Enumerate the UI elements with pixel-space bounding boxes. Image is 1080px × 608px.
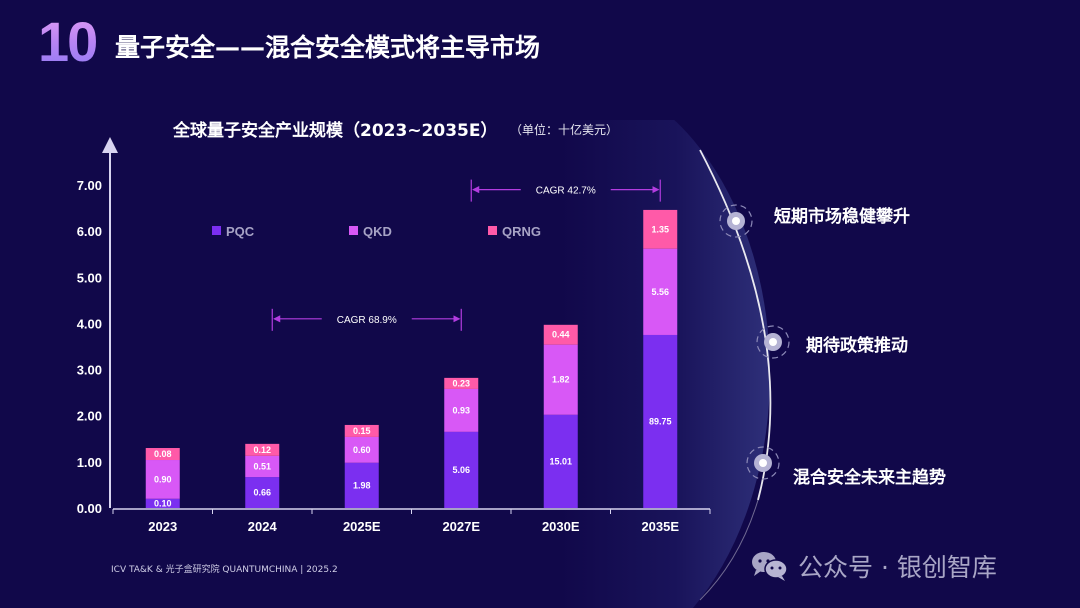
bar-segment-qkd bbox=[145, 460, 180, 499]
bar-segment-qrng bbox=[643, 209, 678, 249]
bar-segment-qkd bbox=[643, 248, 678, 335]
legend-label: PQC bbox=[226, 224, 255, 239]
timeline-node-ring bbox=[719, 204, 753, 238]
y-tick-label: 2.00 bbox=[77, 409, 102, 424]
bar-segment-pqc bbox=[444, 431, 479, 508]
legend-label: QRNG bbox=[502, 224, 541, 239]
bar-segment-qkd bbox=[344, 436, 379, 463]
bar-segment-pqc bbox=[145, 498, 180, 508]
y-tick-label: 4.00 bbox=[77, 316, 102, 331]
timeline-node-core bbox=[732, 217, 740, 225]
data-label: 5.56 bbox=[651, 287, 669, 297]
wechat-icon bbox=[752, 552, 788, 581]
data-label: 5.06 bbox=[452, 465, 470, 475]
data-label: 0.66 bbox=[253, 488, 271, 498]
timeline-node-ring bbox=[756, 325, 790, 359]
data-label: 1.98 bbox=[353, 480, 371, 490]
data-label: 0.44 bbox=[552, 330, 570, 340]
data-label: 0.15 bbox=[353, 426, 371, 436]
data-label: 0.10 bbox=[154, 498, 172, 508]
slide-number: 10 bbox=[38, 8, 98, 76]
data-label: 89.75 bbox=[649, 416, 672, 426]
data-label: 15.01 bbox=[549, 456, 572, 466]
data-label: 0.93 bbox=[452, 405, 470, 415]
bar-segment-pqc bbox=[245, 477, 280, 508]
y-tick-label: 1.00 bbox=[77, 455, 102, 470]
bar-segment-pqc bbox=[344, 462, 379, 508]
x-tick-label: 2025E bbox=[343, 519, 381, 534]
legend-swatch-qrng bbox=[488, 226, 497, 235]
timeline-node-core bbox=[769, 338, 777, 346]
x-tick-label: 2024 bbox=[248, 519, 278, 534]
watermark-text: 公众号 · 银创智库 bbox=[798, 553, 997, 582]
timeline-node-ring bbox=[746, 446, 780, 480]
bar-segment-qrng bbox=[444, 377, 479, 389]
data-label: 0.60 bbox=[353, 445, 371, 455]
x-tick-label: 2035E bbox=[641, 519, 679, 534]
point-1: 短期市场稳健攀升 bbox=[774, 207, 910, 227]
point-2: 期待政策推动 bbox=[806, 336, 908, 356]
x-tick-label: 2023 bbox=[148, 519, 177, 534]
y-tick-label: 0.00 bbox=[77, 501, 102, 516]
x-tick-label: 2030E bbox=[542, 519, 580, 534]
legend-swatch-qkd bbox=[349, 226, 358, 235]
bar-segment-qrng bbox=[245, 443, 280, 456]
data-label: 0.51 bbox=[253, 461, 271, 471]
y-tick-label: 5.00 bbox=[77, 270, 102, 285]
data-label: 0.12 bbox=[253, 445, 271, 455]
data-label: 0.23 bbox=[452, 378, 470, 388]
cagr-label: CAGR 68.9% bbox=[337, 315, 397, 326]
bar-segment-qkd bbox=[444, 388, 479, 432]
watermark: 公众号 · 银创智库 bbox=[750, 548, 997, 584]
y-tick-label: 6.00 bbox=[77, 224, 102, 239]
bar-segment-qrng bbox=[543, 324, 578, 345]
chart-unit: （单位：十亿美元） bbox=[510, 123, 619, 137]
data-label: 0.08 bbox=[154, 449, 172, 459]
bar-segment-pqc bbox=[543, 414, 578, 508]
bar-segment-qrng bbox=[145, 448, 180, 461]
x-tick-label: 2027E bbox=[442, 519, 480, 534]
y-tick-label: 7.00 bbox=[77, 178, 102, 193]
legend-label: QKD bbox=[363, 224, 392, 239]
y-tick-label: 3.00 bbox=[77, 363, 102, 378]
source-note: ICV TA&K & 光子盒研究院 QUANTUMCHINA | 2025.2 bbox=[111, 565, 338, 575]
point-3: 混合安全未来主趋势 bbox=[793, 468, 946, 488]
timeline-node-core bbox=[759, 459, 767, 467]
bar-segment-qkd bbox=[245, 455, 280, 478]
timeline-arc-tail bbox=[699, 499, 759, 601]
cagr-label: CAGR 42.7% bbox=[536, 186, 596, 197]
bar-segment-qkd bbox=[543, 344, 578, 415]
data-label: 0.90 bbox=[154, 474, 172, 484]
data-label: 1.35 bbox=[651, 224, 669, 234]
bar-segment-qrng bbox=[344, 424, 379, 437]
data-label: 1.82 bbox=[552, 375, 570, 385]
legend-swatch-pqc bbox=[212, 226, 221, 235]
bar-segment-pqc bbox=[643, 334, 678, 508]
slide-title: 量子安全——混合安全模式将主导市场 bbox=[115, 33, 541, 62]
chart-title: 全球量子安全产业规模（2023~2035E） bbox=[173, 121, 498, 141]
